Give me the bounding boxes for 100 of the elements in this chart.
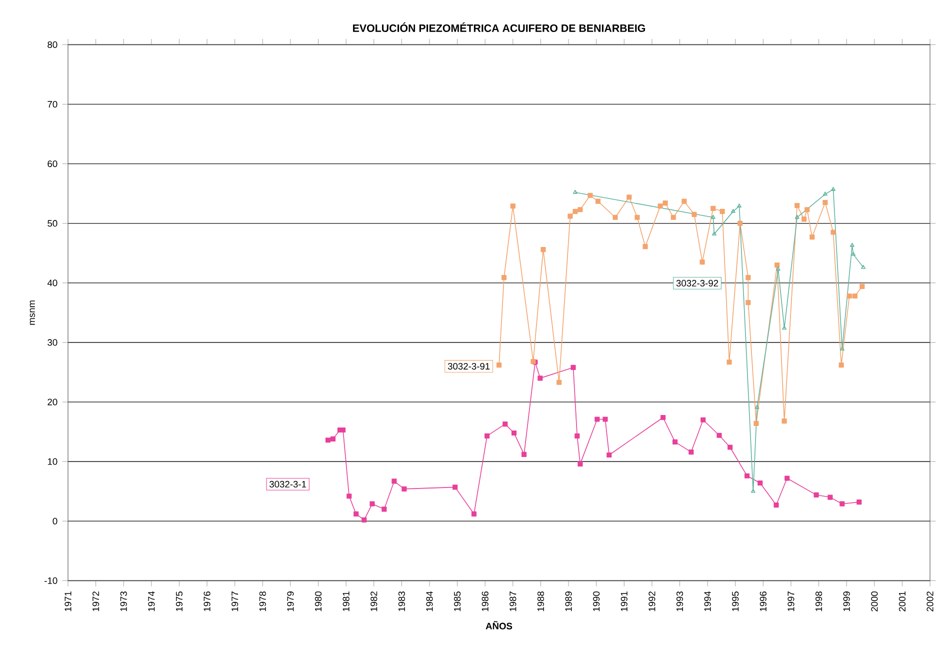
point: [744, 473, 750, 479]
point: [612, 215, 618, 220]
point: [578, 207, 583, 212]
point: [846, 294, 852, 299]
point: [570, 365, 576, 370]
point: [588, 192, 593, 198]
point: [502, 422, 508, 427]
point: [794, 215, 800, 220]
point: [688, 450, 694, 455]
point: [538, 376, 543, 381]
point: [712, 232, 716, 236]
point: [750, 488, 756, 493]
x-tick-label: 1984: [426, 592, 433, 612]
x-tick-label: 1989: [565, 592, 572, 612]
x-tick-label: 2001: [898, 592, 906, 612]
point: [810, 234, 815, 240]
point: [850, 243, 854, 247]
point: [496, 362, 502, 368]
x-tick-label: 2000: [871, 592, 878, 612]
chart-title: EVOLUCIÓN PIEZOMÉTRICA ACUIFERO DE BENIARBEIG: [353, 22, 646, 32]
point: [830, 187, 836, 192]
x-tick-label: 1994: [704, 592, 711, 612]
point: [754, 404, 760, 409]
point: [728, 444, 733, 450]
point: [737, 204, 742, 208]
point: [392, 478, 397, 484]
point: [851, 252, 856, 256]
point: [840, 346, 844, 351]
y-tick-label: 0: [52, 518, 58, 525]
point: [572, 209, 578, 214]
point: [710, 206, 716, 212]
point: [362, 518, 367, 523]
text: 3032-3-1: [269, 481, 306, 488]
x-tick-label: 1993: [676, 592, 684, 612]
point: [471, 512, 477, 517]
point: [838, 362, 844, 368]
x-tick-label: 1971: [64, 592, 72, 612]
point: [501, 275, 507, 280]
point: [540, 247, 546, 252]
point: [626, 194, 632, 200]
y-tick-label: 60: [48, 160, 58, 168]
x-tick-label: 1987: [510, 592, 516, 612]
y-tick-label: 50: [48, 220, 58, 227]
point: [776, 266, 780, 271]
y-tick-label: 30: [48, 339, 58, 346]
x-tick-label: 1982: [370, 592, 378, 612]
point: [370, 501, 375, 507]
point: [484, 434, 490, 439]
x-tick-label: 1995: [732, 592, 739, 612]
y-tick-label: 10: [48, 458, 58, 466]
text: 3032-3-92: [676, 280, 718, 287]
point: [642, 244, 648, 250]
point: [814, 492, 819, 498]
point: [822, 200, 828, 206]
x-tick-label: 1980: [314, 592, 322, 612]
x-axis-title: AÑOS: [486, 621, 512, 630]
x-tick-label: 1972: [92, 592, 100, 612]
point: [784, 476, 790, 481]
point: [346, 494, 352, 499]
x-tick-label: 1991: [620, 592, 628, 612]
point: [774, 502, 779, 508]
x-tick-label: 1988: [537, 592, 544, 612]
point: [730, 209, 736, 214]
point: [510, 204, 516, 209]
point: [860, 284, 865, 290]
point: [578, 462, 583, 467]
y-axis-title: msnm: [30, 300, 35, 325]
point: [402, 486, 407, 492]
point: [794, 203, 800, 208]
point: [746, 300, 751, 306]
point: [738, 220, 743, 226]
point: [595, 198, 601, 204]
point: [754, 421, 759, 426]
point: [452, 484, 458, 490]
x-tick-label: 1974: [148, 592, 155, 612]
point: [782, 326, 787, 330]
point: [354, 512, 359, 517]
point: [804, 207, 810, 212]
point: [758, 480, 763, 486]
point: [746, 275, 751, 280]
point: [802, 216, 807, 222]
point: [700, 417, 706, 423]
x-tick-label: 1978: [259, 592, 266, 612]
x-tick-label: 1976: [204, 592, 210, 612]
point: [830, 230, 836, 235]
point: [660, 415, 666, 420]
x-tick-label: 1981: [342, 592, 350, 612]
x-tick-label: 1990: [593, 592, 600, 612]
y-tick-label: -10: [44, 578, 58, 584]
point: [852, 294, 858, 299]
point: [522, 452, 527, 458]
point: [720, 209, 725, 214]
x-tick-label: 1986: [482, 592, 488, 612]
point: [594, 416, 600, 422]
point: [568, 214, 573, 219]
x-tick-label: 1975: [176, 592, 183, 612]
y-tick-label: 80: [48, 42, 58, 48]
point: [682, 198, 687, 204]
y-tick-label: 20: [48, 398, 58, 406]
point: [658, 204, 663, 209]
